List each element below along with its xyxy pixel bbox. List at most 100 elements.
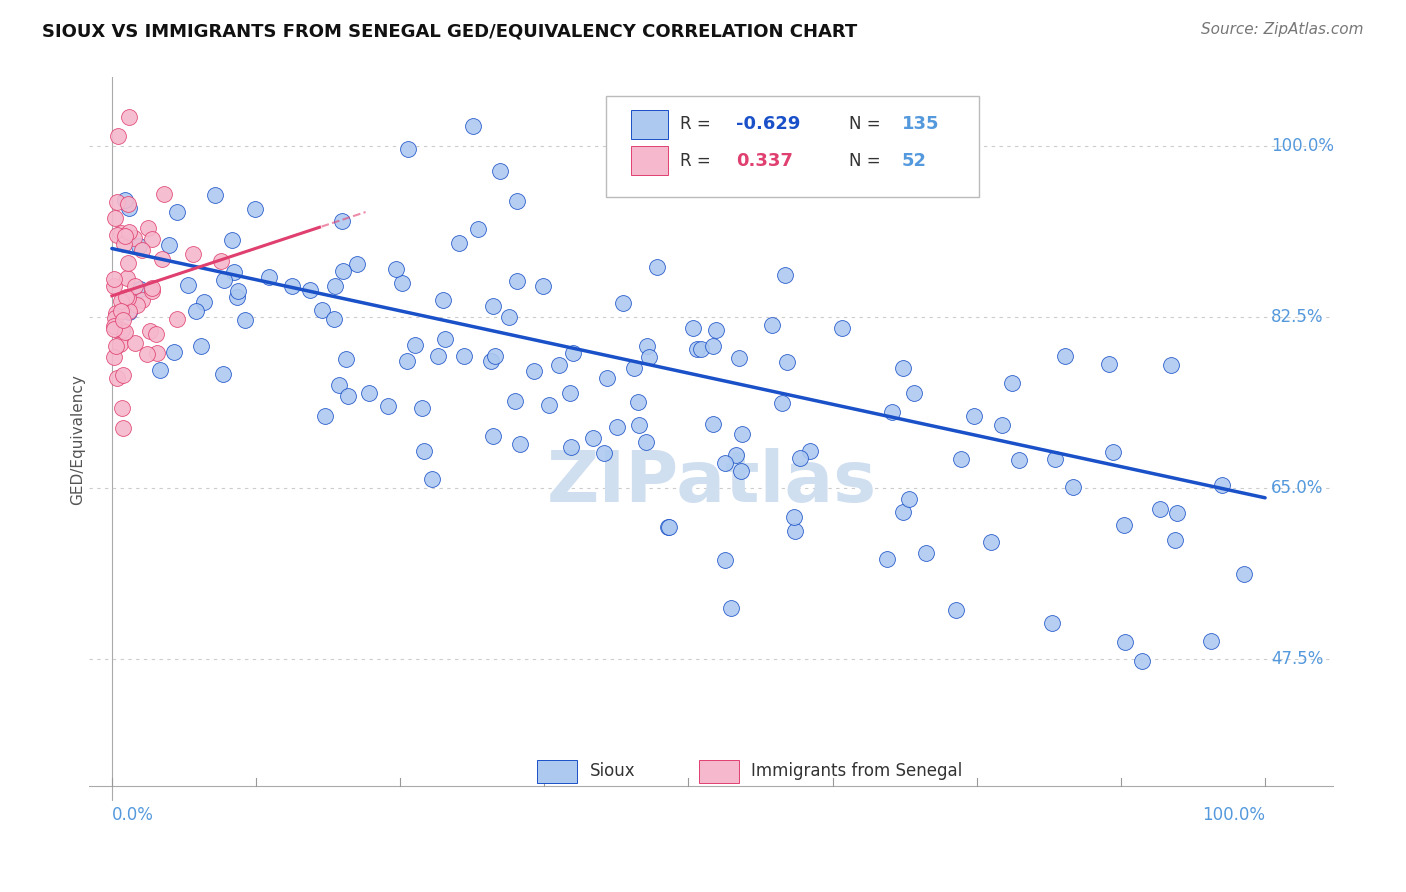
Point: [330, 214, 353, 228]
Point: [704, 323, 727, 337]
Point: [623, 361, 645, 376]
Point: [627, 394, 650, 409]
Point: [426, 349, 449, 363]
Point: [103, 310, 125, 325]
Point: [915, 546, 938, 560]
Point: [509, 437, 531, 451]
Point: [945, 603, 967, 617]
Point: [114, 193, 136, 207]
Point: [1062, 479, 1084, 493]
Point: [1130, 654, 1153, 668]
Text: R =: R =: [681, 115, 717, 134]
Point: [761, 318, 783, 332]
Point: [114, 229, 136, 244]
Point: [114, 236, 136, 251]
Point: [730, 427, 752, 442]
Point: [117, 256, 139, 270]
Point: [891, 505, 914, 519]
Point: [498, 310, 520, 325]
Point: [323, 278, 346, 293]
Point: [638, 350, 661, 364]
Point: [548, 358, 571, 372]
Point: [634, 435, 657, 450]
Point: [1211, 478, 1233, 492]
Point: [181, 247, 204, 261]
Point: [104, 339, 127, 353]
Text: 100.0%: 100.0%: [1202, 805, 1265, 823]
Point: [127, 298, 149, 312]
Point: [893, 360, 915, 375]
Point: [433, 332, 456, 346]
Point: [560, 385, 582, 400]
Point: [225, 290, 247, 304]
Text: ZIPatlas: ZIPatlas: [547, 448, 876, 517]
Point: [1114, 635, 1136, 649]
Point: [153, 187, 176, 202]
Point: [322, 311, 344, 326]
Point: [128, 238, 150, 252]
Text: 0.0%: 0.0%: [112, 805, 153, 823]
Point: [103, 319, 125, 334]
Text: 52: 52: [903, 152, 927, 169]
Point: [115, 270, 138, 285]
Point: [138, 324, 160, 338]
Point: [118, 110, 141, 124]
Point: [110, 294, 132, 309]
Point: [636, 339, 658, 353]
Point: [335, 352, 357, 367]
Point: [682, 321, 704, 335]
Point: [377, 400, 399, 414]
Point: [226, 284, 249, 298]
Point: [523, 364, 546, 378]
Point: [561, 345, 583, 359]
Point: [1098, 357, 1121, 371]
Point: [1040, 616, 1063, 631]
Point: [412, 444, 434, 458]
Point: [118, 304, 141, 318]
Point: [385, 262, 408, 277]
Point: [332, 264, 354, 278]
Point: [177, 277, 200, 292]
Point: [221, 233, 243, 247]
Point: [503, 393, 526, 408]
Point: [950, 452, 973, 467]
Point: [396, 142, 419, 156]
Point: [209, 254, 232, 268]
Point: [280, 279, 302, 293]
Point: [690, 342, 713, 356]
Point: [724, 448, 747, 462]
Point: [117, 196, 139, 211]
Point: [783, 524, 806, 538]
Point: [141, 232, 163, 246]
Point: [789, 451, 811, 466]
Point: [103, 271, 125, 285]
Point: [560, 440, 582, 454]
Point: [1160, 359, 1182, 373]
Point: [606, 420, 628, 434]
Point: [314, 409, 336, 424]
Text: 100.0%: 100.0%: [1271, 136, 1334, 155]
FancyBboxPatch shape: [631, 110, 668, 139]
Point: [411, 401, 433, 416]
Text: N =: N =: [849, 152, 886, 169]
Point: [124, 231, 146, 245]
Point: [489, 164, 512, 178]
Point: [730, 464, 752, 478]
Point: [311, 303, 333, 318]
Point: [224, 265, 246, 279]
Point: [1114, 517, 1136, 532]
Point: [991, 418, 1014, 433]
Point: [658, 520, 681, 534]
Point: [105, 228, 128, 243]
Point: [131, 243, 153, 257]
Point: [481, 299, 503, 313]
Point: [163, 345, 186, 359]
Point: [328, 377, 350, 392]
Point: [1101, 445, 1123, 459]
Point: [110, 226, 132, 240]
Point: [131, 293, 153, 308]
Point: [395, 353, 418, 368]
Point: [1149, 501, 1171, 516]
Point: [880, 404, 903, 418]
Point: [1164, 533, 1187, 547]
